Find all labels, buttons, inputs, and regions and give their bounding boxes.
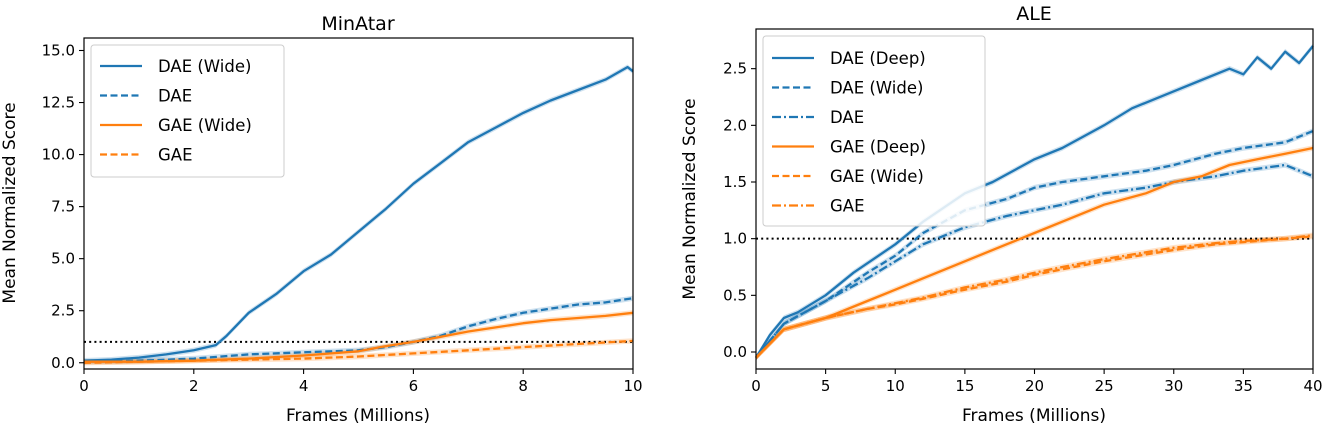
- y-axis-label: Mean Normalized Score: [0, 102, 20, 303]
- series-layer: [83, 65, 634, 364]
- x-ticks: 0 5 10 15 20 25 30 35 40: [751, 369, 1323, 395]
- y-tick-label: 12.5: [42, 94, 75, 112]
- confidence-band: [84, 310, 633, 365]
- legend-label: DAE (Wide): [830, 79, 923, 98]
- y-tick-label: 0.0: [51, 354, 75, 372]
- x-tick-label: 10: [886, 377, 905, 395]
- x-tick-label: 20: [1025, 377, 1044, 395]
- x-tick-label: 35: [1234, 377, 1253, 395]
- x-tick-label: 40: [1303, 377, 1322, 395]
- legend-frame: [90, 44, 285, 178]
- series-line: [755, 234, 1314, 359]
- y-tick-label: 10.0: [42, 146, 75, 164]
- chart-minatar: MinAtar 0 2 4 6 8 10 0.0 2.5 5.0 7.5 10.0 12.5 15.0…: [0, 13, 643, 426]
- y-tick-label: 2.5: [51, 302, 75, 320]
- plot-frame: [83, 37, 634, 370]
- legend: DAE (Deep) DAE (Wide) DAE GAE (Deep) GAE (Wi…: [762, 35, 986, 227]
- legend: DAE (Wide) DAE GAE (Wide) GAE: [90, 44, 285, 178]
- series-line: [755, 129, 1314, 359]
- legend-label: GAE: [830, 197, 865, 216]
- x-tick-label: 15: [955, 377, 974, 395]
- x-tick-label: 10: [623, 377, 642, 395]
- y-tick-label: 1.5: [723, 173, 747, 191]
- legend-label: GAE (Deep): [830, 138, 926, 157]
- x-tick-label: 0: [79, 377, 89, 395]
- series-line: [83, 65, 634, 362]
- y-axis-label: Mean Normalized Score: [680, 98, 700, 299]
- y-tick-label: 7.5: [51, 198, 75, 216]
- legend-frame: [762, 35, 986, 227]
- x-tick-label: 6: [409, 377, 419, 395]
- y-tick-label: 0.5: [723, 286, 747, 304]
- series-line: [755, 45, 1314, 359]
- legend-label: GAE (Wide): [830, 167, 924, 186]
- y-tick-label: 15.0: [42, 41, 75, 59]
- chart-title: MinAtar: [321, 13, 394, 35]
- x-tick-label: 2: [189, 377, 199, 395]
- series-line: [83, 339, 634, 364]
- y-tick-label: 0.0: [723, 343, 747, 361]
- x-axis-label: Frames (Millions): [962, 406, 1106, 426]
- y-tick-label: 1.0: [723, 230, 747, 248]
- y-ticks: 0.0 0.5 1.0 1.5 2.0 2.5: [723, 60, 756, 361]
- legend-label: GAE (Wide): [158, 116, 252, 135]
- axes: 0 5 10 15 20 25 30 35 40 0.0 0.5 1.0 1.5 2.0 2.5: [723, 28, 1323, 395]
- chart-title: ALE: [1016, 3, 1052, 25]
- y-tick-label: 2.0: [723, 116, 747, 134]
- series-layer: [755, 45, 1314, 359]
- series-line: [755, 146, 1314, 359]
- y-tick-label: 5.0: [51, 250, 75, 268]
- legend-label: DAE (Deep): [830, 49, 926, 68]
- legend-label: DAE: [830, 108, 864, 127]
- y-ticks: 0.0 2.5 5.0 7.5 10.0 12.5 15.0: [42, 41, 84, 372]
- series-line: [755, 163, 1314, 359]
- series-line: [755, 235, 1314, 359]
- x-tick-label: 8: [518, 377, 528, 395]
- x-tick-label: 4: [299, 377, 309, 395]
- chart-ale: ALE 0 5 10 15 20 25 30 35 40 0.00.51.01.52.02.5 …: [680, 3, 1323, 426]
- legend-label: GAE: [158, 146, 193, 165]
- x-axis-label: Frames (Millions): [286, 406, 430, 426]
- x-tick-label: 25: [1095, 377, 1114, 395]
- x-tick-label: 5: [821, 377, 831, 395]
- y-tick-label: 2.5: [723, 60, 747, 78]
- legend-label: DAE: [158, 87, 192, 106]
- axes: 0 2 4 6 8 10 0.0 2.5 5.0 7.5 10.0 12.5 15.0: [42, 37, 643, 395]
- confidence-band: [756, 232, 1313, 361]
- x-ticks: 0 2 4 6 8 10: [79, 369, 643, 395]
- confidence-band: [756, 233, 1313, 361]
- x-tick-label: 0: [751, 377, 761, 395]
- legend-label: DAE (Wide): [158, 57, 251, 76]
- x-tick-label: 30: [1164, 377, 1183, 395]
